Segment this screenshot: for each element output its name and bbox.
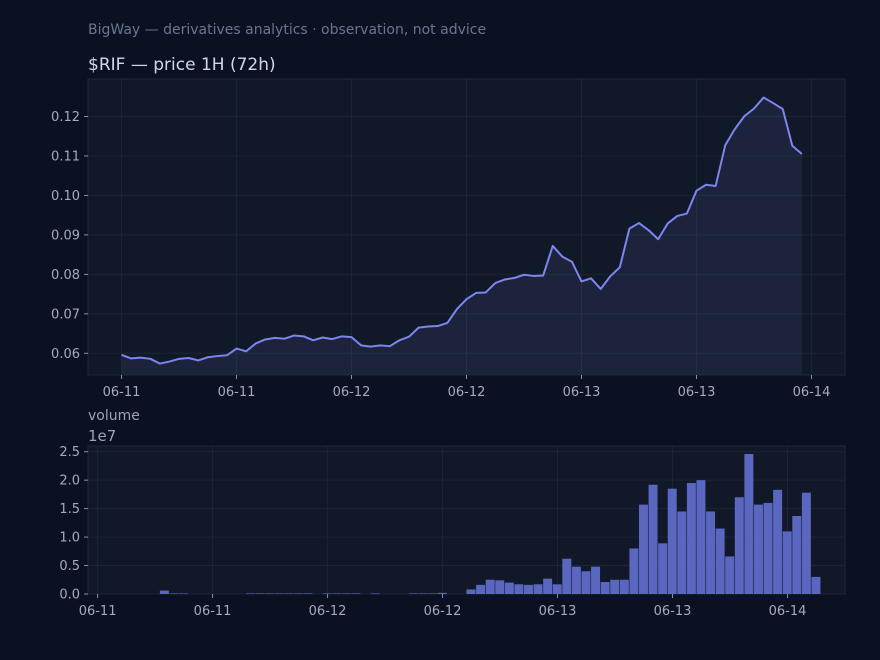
volume-x-tick-label: 06-13 — [539, 604, 577, 619]
volume-bar — [792, 516, 802, 594]
volume-bar — [801, 492, 811, 594]
volume-y-tick-label: 2.0 — [59, 474, 80, 489]
volume-bar — [638, 504, 648, 594]
volume-bar — [332, 593, 342, 595]
volume-bar — [514, 584, 524, 594]
volume-bar — [370, 593, 380, 595]
volume-bar — [811, 576, 821, 594]
volume-bar — [409, 593, 418, 595]
volume-bar — [495, 580, 505, 594]
price-x-tick-label: 06-13 — [563, 385, 601, 400]
volume-bar — [725, 556, 735, 594]
volume-chart: 0.0 0.5 1.0 1.5 2.0 2.5 06-11 06-11 06-12 06-12 06… — [59, 445, 846, 619]
volume-bar — [255, 593, 265, 595]
volume-bar — [179, 593, 189, 595]
volume-bar — [773, 489, 783, 594]
price-x-tick-label: 06-11 — [103, 385, 141, 400]
volume-bar — [610, 579, 620, 594]
volume-bar — [552, 584, 562, 594]
volume-bar — [246, 593, 256, 595]
volume-bar — [418, 593, 428, 595]
price-y-tick-label: 0.09 — [51, 228, 80, 243]
price-y-tick-label: 0.07 — [51, 307, 80, 322]
volume-bar — [763, 502, 773, 594]
volume-y-tick-label: 0.0 — [59, 588, 80, 603]
volume-bar — [696, 480, 706, 594]
price-x-tick-label: 06-13 — [678, 385, 716, 400]
volume-bar — [294, 593, 303, 595]
volume-x-tick-label: 06-11 — [79, 604, 117, 619]
volume-bar — [476, 584, 486, 594]
price-y-tick-label: 0.10 — [51, 189, 80, 204]
header-caption: BigWay — derivatives analytics · observa… — [88, 22, 486, 38]
volume-bar — [571, 566, 581, 594]
volume-bar — [341, 593, 351, 595]
volume-y-tick-label: 0.5 — [59, 559, 80, 574]
volume-x-tick-label: 06-12 — [309, 604, 347, 619]
price-x-tick-label: 06-12 — [448, 385, 486, 400]
volume-bar — [543, 578, 553, 594]
volume-bar — [533, 584, 543, 594]
volume-bar — [629, 548, 639, 594]
price-area-fill — [121, 97, 802, 375]
price-chart: 0.06 0.07 0.08 0.09 0.10 0.11 0.12 06-11 06-11 06… — [51, 78, 846, 400]
volume-y-tick-label: 1.0 — [59, 531, 80, 546]
volume-bar — [753, 504, 763, 594]
volume-bar — [437, 592, 447, 594]
price-chart-title: $RIF — price 1H (72h) — [88, 55, 276, 75]
volume-bar — [284, 593, 294, 595]
volume-x-tick-label: 06-11 — [194, 604, 232, 619]
volume-bar — [600, 582, 610, 594]
volume-bar — [322, 593, 332, 595]
volume-bar — [686, 483, 696, 594]
volume-bar — [351, 593, 361, 595]
volume-bar — [619, 579, 629, 594]
volume-chart-title: volume — [88, 408, 140, 424]
volume-bar — [706, 511, 716, 594]
volume-x-tick-label: 06-14 — [769, 604, 807, 619]
volume-bar — [658, 543, 668, 594]
volume-bar — [562, 558, 572, 594]
price-series-line — [121, 96, 803, 365]
volume-x-tick-label: 06-13 — [654, 604, 692, 619]
volume-x-tick-label: 06-12 — [424, 604, 462, 619]
volume-bar — [265, 593, 275, 595]
price-x-tick-label: 06-11 — [218, 385, 256, 400]
price-x-tick-label: 06-12 — [333, 385, 371, 400]
volume-bar — [782, 531, 792, 594]
price-x-tick-label: 06-14 — [793, 385, 831, 400]
volume-bar — [428, 593, 438, 595]
volume-bar — [523, 584, 533, 594]
volume-y-tick-label: 2.5 — [59, 445, 80, 460]
volume-bar — [648, 484, 658, 594]
volume-bar — [591, 566, 601, 594]
volume-offset-label: 1e7 — [88, 427, 116, 445]
volume-bar — [485, 579, 495, 594]
volume-bar — [744, 453, 754, 594]
volume-bar — [667, 488, 677, 594]
price-y-tick-label: 0.12 — [51, 110, 80, 125]
volume-bar — [504, 582, 514, 594]
volume-bar — [159, 590, 169, 594]
volume-bar — [715, 528, 725, 594]
volume-bar — [303, 593, 313, 595]
volume-bar — [677, 511, 687, 594]
volume-bar — [466, 589, 476, 594]
volume-bar — [734, 497, 744, 594]
price-y-tick-label: 0.11 — [51, 149, 80, 164]
volume-bar — [581, 571, 591, 594]
volume-y-tick-label: 1.5 — [59, 502, 80, 517]
price-y-tick-label: 0.08 — [51, 268, 80, 283]
volume-bar — [274, 593, 284, 595]
price-y-tick-label: 0.06 — [51, 347, 80, 362]
volume-bar — [169, 593, 179, 595]
